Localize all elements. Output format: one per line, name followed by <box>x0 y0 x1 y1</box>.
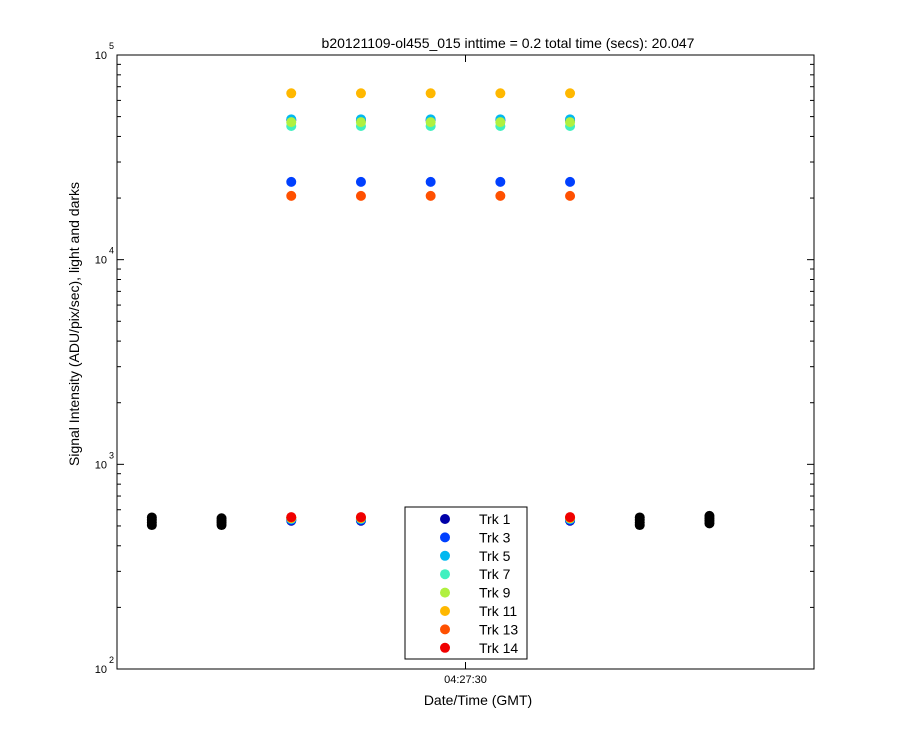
legend-entry: Trk 1 <box>440 511 511 527</box>
legend-entry: Trk 13 <box>440 621 518 637</box>
legend-marker <box>440 532 450 543</box>
data-point <box>565 190 576 201</box>
dark-level-point <box>565 512 576 523</box>
y-tick-label: 102 <box>95 655 114 676</box>
x-tick-labels: 04:27:30 <box>444 674 487 686</box>
legend-marker <box>440 514 450 524</box>
y-tick-exponent: 5 <box>109 41 114 51</box>
y-tick-base: 10 <box>95 459 107 471</box>
data-point <box>425 190 436 201</box>
legend-marker <box>440 569 450 580</box>
legend-label: Trk 14 <box>479 640 518 656</box>
legend-label: Trk 11 <box>479 603 517 619</box>
data-point <box>355 190 366 201</box>
legend-marker <box>440 550 450 561</box>
legend-box <box>404 506 528 660</box>
dark-point <box>216 513 227 524</box>
data-point <box>495 88 506 99</box>
data-point <box>286 117 297 128</box>
legend-marker <box>440 606 450 616</box>
legend-entry: Trk 3 <box>440 529 511 545</box>
y-tick-exponent: 4 <box>109 246 114 256</box>
legend: Trk 1 Trk 3 Trk 5 Trk 7 Trk 9 Trk 11 Trk 13 Trk… <box>404 506 528 660</box>
y-tick-label: 105 <box>95 41 114 62</box>
data-point <box>286 88 297 99</box>
y-tick-label: 103 <box>95 450 114 471</box>
legend-entry: Trk 5 <box>440 548 511 564</box>
data-point <box>565 176 576 187</box>
legend-label: Trk 5 <box>479 548 511 564</box>
legend-entry: Trk 14 <box>440 640 518 656</box>
dark-level-point <box>286 512 297 523</box>
data-point <box>286 190 297 201</box>
data-point <box>286 176 297 187</box>
y-tick-exponent: 2 <box>109 655 114 665</box>
minor-ticks <box>117 55 814 670</box>
data-point <box>565 117 576 128</box>
legend-entry: Trk 7 <box>440 566 511 582</box>
y-tick-base: 10 <box>95 664 107 676</box>
data-point <box>425 117 436 128</box>
chart-title: b20121109-ol455_015 inttime = 0.2 total … <box>322 35 695 51</box>
y-tick-exponent: 3 <box>109 450 114 460</box>
y-tick-base: 10 <box>95 50 107 62</box>
data-point <box>355 88 366 99</box>
data-point <box>565 88 576 99</box>
legend-entry: Trk 9 <box>440 585 511 601</box>
dark-level-point <box>355 512 366 523</box>
dark-point <box>704 510 715 521</box>
y-tick-base: 10 <box>95 255 107 267</box>
y-tick-label: 104 <box>95 246 114 267</box>
legend-entry: Trk 11 <box>440 603 517 619</box>
data-point <box>425 176 436 187</box>
legend-marker <box>440 624 450 635</box>
dark-point <box>146 512 157 523</box>
legend-marker <box>440 587 450 598</box>
legend-label: Trk 9 <box>479 585 511 601</box>
legend-marker <box>440 642 450 653</box>
legend-label: Trk 7 <box>479 566 511 582</box>
legend-label: Trk 1 <box>479 511 511 527</box>
legend-label: Trk 13 <box>479 621 518 637</box>
dark-point <box>634 512 645 523</box>
data-point <box>495 117 506 128</box>
data-point <box>355 117 366 128</box>
x-tick-label: 04:27:30 <box>444 674 487 686</box>
legend-label: Trk 3 <box>479 529 511 545</box>
data-point <box>495 176 506 187</box>
data-point <box>495 190 506 201</box>
data-points <box>146 88 715 531</box>
data-point <box>355 176 366 187</box>
data-point <box>425 88 436 99</box>
x-axis-label: Date/Time (GMT) <box>424 692 532 708</box>
y-axis-label: Signal Intensity (ADU/pix/sec), light an… <box>66 182 82 466</box>
